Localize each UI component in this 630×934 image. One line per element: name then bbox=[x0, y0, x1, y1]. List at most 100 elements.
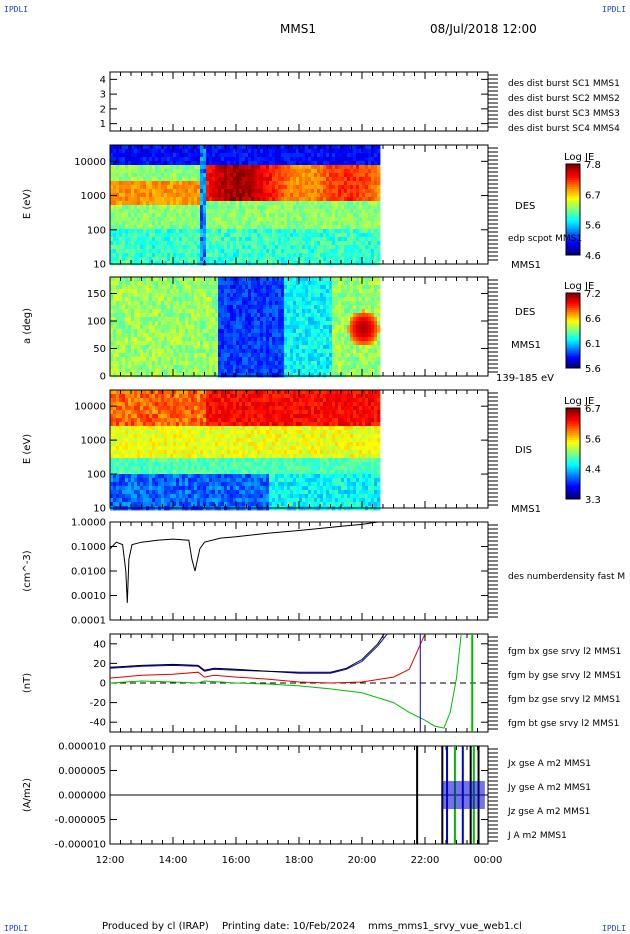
des-energy-cell bbox=[116, 149, 120, 154]
des-energy-cell bbox=[347, 245, 351, 250]
des-energy-cell bbox=[239, 245, 243, 250]
des-energy-cell bbox=[251, 145, 255, 150]
des-pitch-cell bbox=[245, 297, 249, 302]
des-pitch-cell bbox=[221, 361, 225, 366]
des-energy-cell bbox=[236, 145, 240, 150]
des-pitch-cell bbox=[113, 285, 117, 290]
des-energy-cell bbox=[137, 237, 141, 242]
des-pitch-cell bbox=[206, 293, 210, 298]
des-pitch-cell bbox=[203, 313, 207, 318]
des-energy-cell bbox=[269, 165, 273, 170]
des-energy-cell bbox=[293, 189, 297, 194]
des-energy-cell bbox=[170, 225, 174, 230]
des-pitch-cell bbox=[122, 357, 126, 362]
des-pitch-cell bbox=[173, 305, 177, 310]
des-energy-cell bbox=[284, 233, 288, 238]
des-energy-cell bbox=[341, 241, 345, 246]
des-pitch-cell bbox=[338, 289, 342, 294]
des-pitch-cell bbox=[152, 369, 156, 374]
des-pitch-cell bbox=[149, 361, 153, 366]
des-energy-cell bbox=[347, 189, 351, 194]
des-energy-cell bbox=[176, 225, 180, 230]
des-energy-cell bbox=[248, 229, 252, 234]
des-pitch-cell bbox=[305, 373, 309, 378]
des-energy-cell bbox=[374, 173, 378, 178]
des-pitch-cell bbox=[311, 281, 315, 286]
des-energy-cell bbox=[305, 253, 309, 258]
des-pitch-cell bbox=[308, 305, 312, 310]
des-energy-cell bbox=[347, 149, 351, 154]
des-energy-cell bbox=[203, 237, 207, 242]
des-pitch-cell bbox=[323, 349, 327, 354]
des-energy-cell bbox=[314, 153, 318, 158]
des-pitch-cell bbox=[119, 357, 123, 362]
des-pitch-cell bbox=[122, 297, 126, 302]
des-energy-y-tick-label: 10000 bbox=[74, 157, 106, 168]
des-energy-cell bbox=[215, 177, 219, 182]
des-energy-cell bbox=[206, 193, 210, 198]
des-energy-cell bbox=[302, 197, 306, 202]
des-pitch-cell bbox=[146, 353, 150, 358]
des-energy-cell bbox=[374, 193, 378, 198]
des-pitch-cell bbox=[338, 361, 342, 366]
des-energy-cell bbox=[119, 209, 123, 214]
des-energy-cell bbox=[167, 201, 171, 206]
des-pitch-cell bbox=[227, 357, 231, 362]
des-energy-cell bbox=[113, 249, 117, 254]
des-energy-cell bbox=[260, 193, 264, 198]
des-pitch-cell bbox=[293, 281, 297, 286]
des-energy-cell bbox=[158, 257, 162, 262]
des-pitch-cell bbox=[203, 305, 207, 310]
des-energy-cell bbox=[350, 177, 354, 182]
des-pitch-cell bbox=[197, 289, 201, 294]
des-energy-cell bbox=[245, 225, 249, 230]
des-energy-cell bbox=[146, 261, 150, 266]
des-energy-cell bbox=[197, 257, 201, 262]
des-energy-cell bbox=[353, 261, 357, 266]
des-pitch-cell bbox=[287, 297, 291, 302]
des-energy-cell bbox=[116, 181, 120, 186]
des-energy-cell bbox=[158, 165, 162, 170]
des-pitch-cell bbox=[302, 353, 306, 358]
des-pitch-cell bbox=[158, 293, 162, 298]
des-energy-cell bbox=[119, 205, 123, 210]
des-energy-cell bbox=[122, 205, 126, 210]
des-energy-cell bbox=[338, 253, 342, 258]
des-energy-cell bbox=[206, 169, 210, 174]
des-energy-cell bbox=[245, 233, 249, 238]
des-pitch-cell bbox=[194, 349, 198, 354]
des-pitch-cell bbox=[149, 309, 153, 314]
des-energy-cell bbox=[206, 225, 210, 230]
des-pitch-cell bbox=[170, 297, 174, 302]
des-energy-cell bbox=[239, 221, 243, 226]
des-energy-cell bbox=[362, 257, 366, 262]
des-pitch-cell bbox=[257, 277, 261, 282]
des-energy-cell bbox=[173, 189, 177, 194]
des-energy-cell bbox=[269, 145, 273, 150]
des-energy-cell bbox=[335, 193, 339, 198]
des-pitch-cell bbox=[341, 373, 345, 378]
des-pitch-cell bbox=[281, 293, 285, 298]
des-energy-cell bbox=[269, 197, 273, 202]
des-pitch-cell bbox=[254, 277, 258, 282]
des-pitch-cell bbox=[347, 361, 351, 366]
des-pitch-cell bbox=[260, 365, 264, 370]
des-pitch-cell bbox=[188, 357, 192, 362]
des-pitch-cell bbox=[329, 309, 333, 314]
des-pitch-cell bbox=[257, 313, 261, 318]
des-energy-cell bbox=[263, 145, 267, 150]
des-energy-cell bbox=[164, 241, 168, 246]
des-pitch-cell bbox=[221, 317, 225, 322]
des-energy-cell bbox=[194, 249, 198, 254]
des-pitch-cell bbox=[170, 309, 174, 314]
des-energy-cell bbox=[122, 213, 126, 218]
des-pitch-cell bbox=[221, 321, 225, 326]
des-pitch-cell bbox=[332, 361, 336, 366]
des-pitch-cell bbox=[131, 289, 135, 294]
des-energy-cell bbox=[362, 245, 366, 250]
des-pitch-cell bbox=[230, 369, 234, 374]
des-energy-cell bbox=[134, 185, 138, 190]
des-energy-cell bbox=[281, 253, 285, 258]
des-energy-cell bbox=[146, 193, 150, 198]
des-energy-cell bbox=[248, 241, 252, 246]
